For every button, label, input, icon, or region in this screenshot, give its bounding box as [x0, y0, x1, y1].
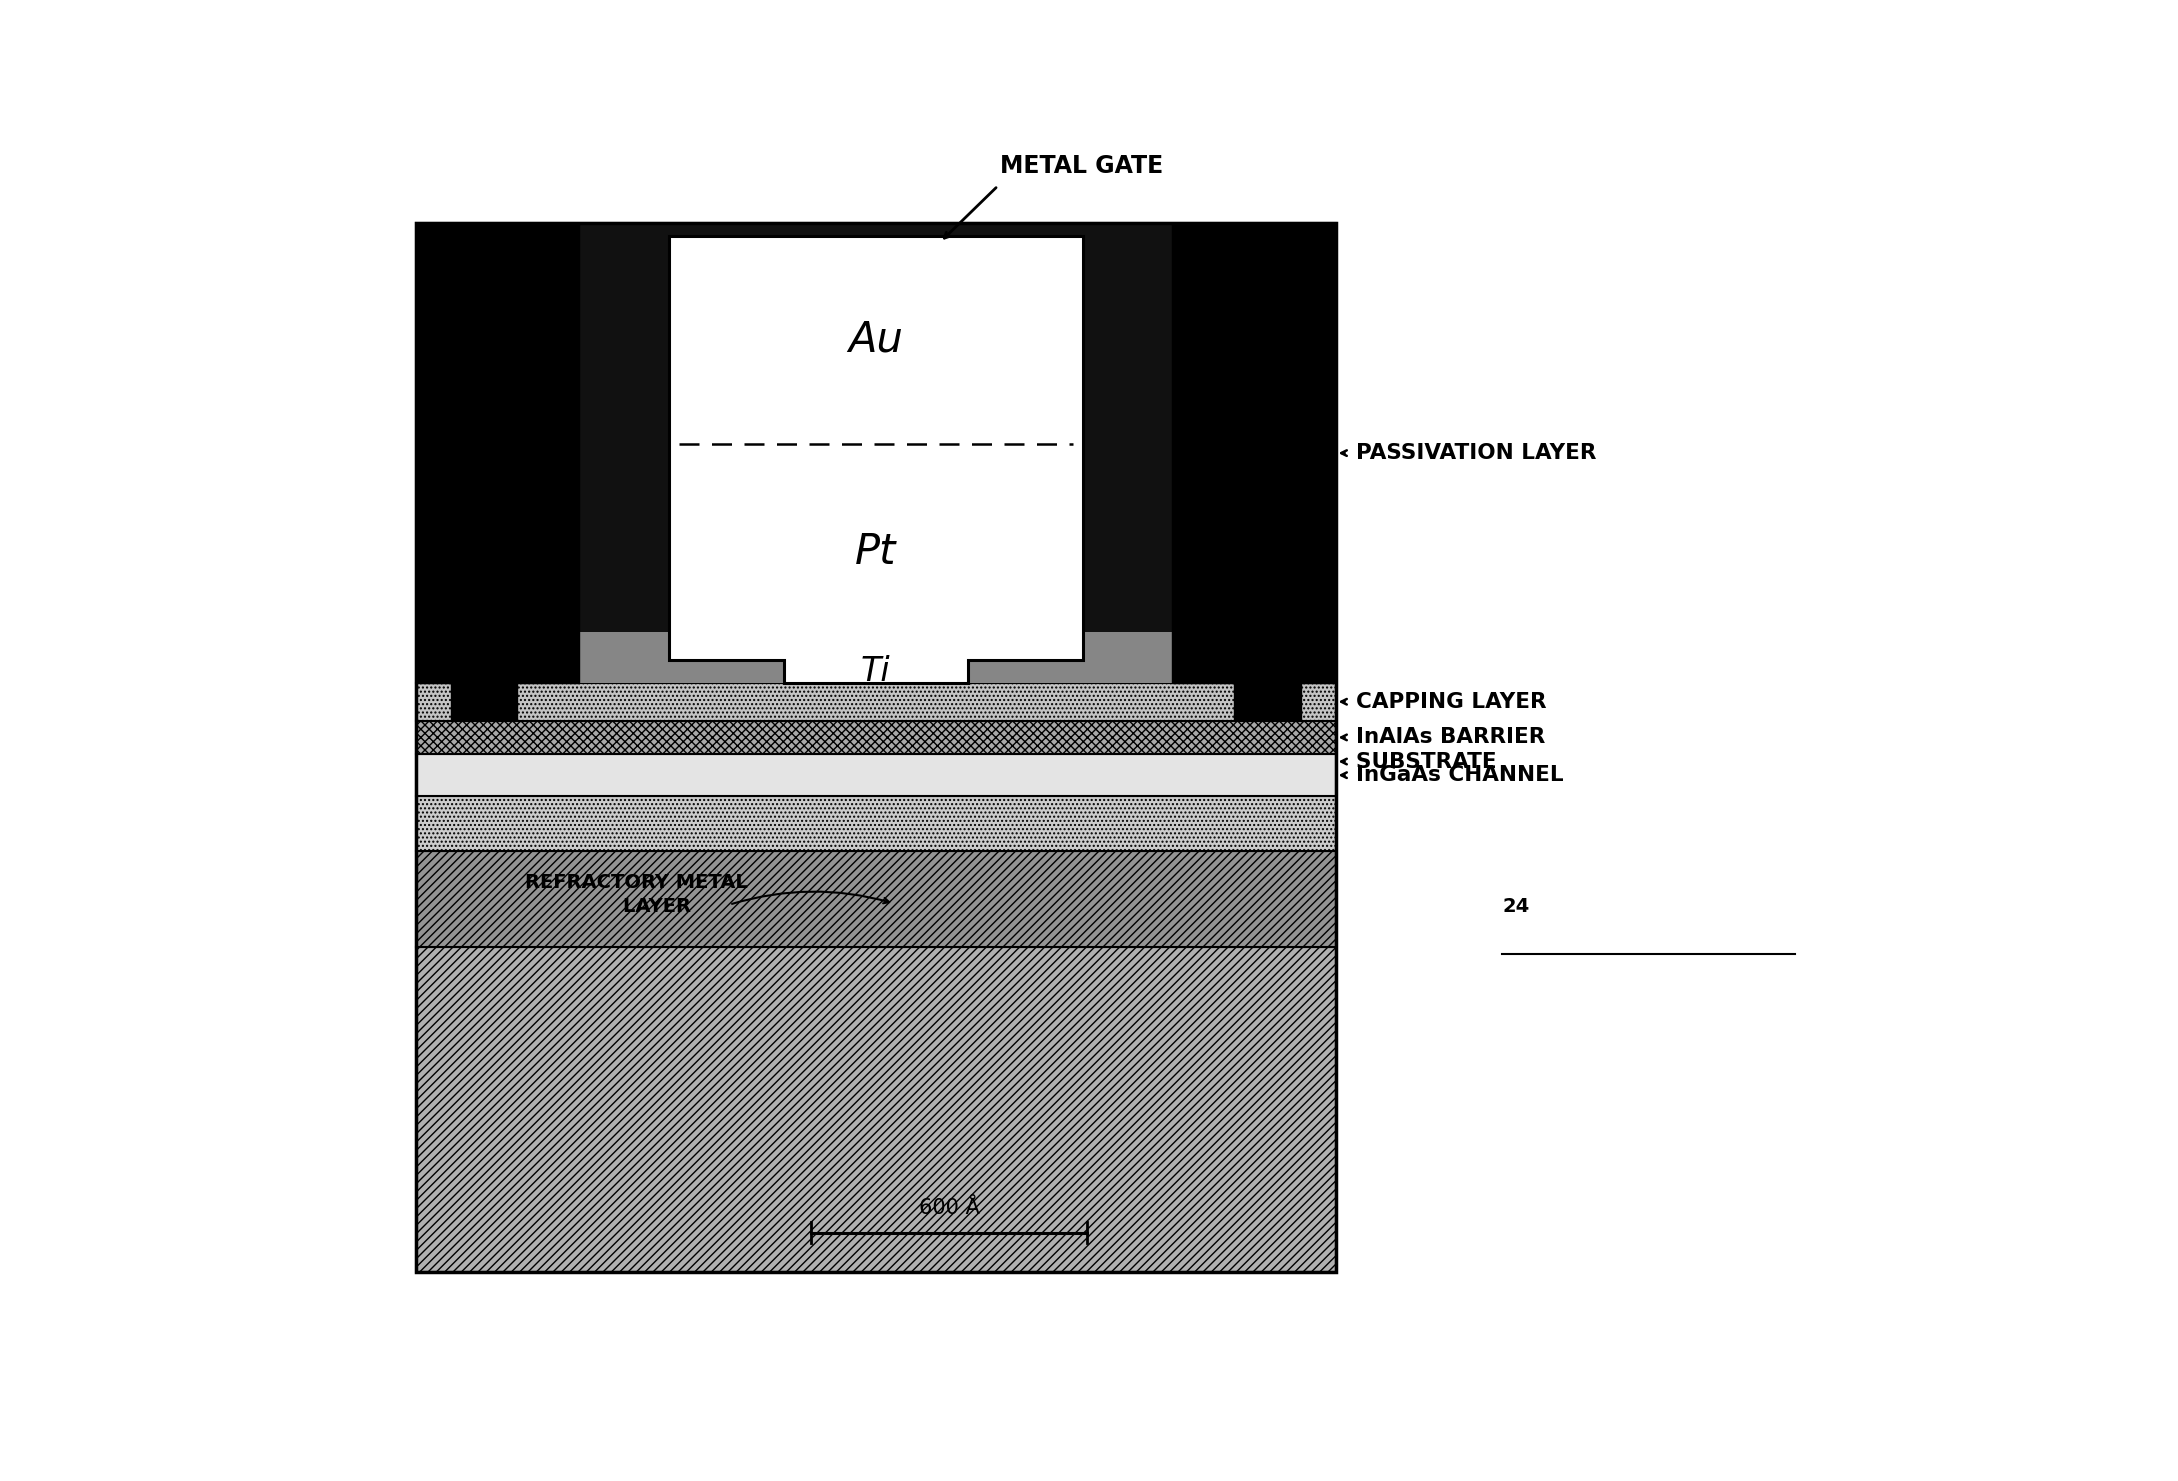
Text: 600 Å: 600 Å	[919, 1198, 980, 1217]
Text: LAYER: LAYER	[623, 897, 697, 915]
Polygon shape	[669, 235, 1082, 683]
Text: PASSIVATION LAYER: PASSIVATION LAYER	[1357, 443, 1603, 464]
Text: Ti: Ti	[860, 655, 891, 687]
Bar	[416, 721, 1335, 754]
Text: REFRACTORY METAL: REFRACTORY METAL	[525, 872, 747, 892]
Polygon shape	[416, 224, 579, 720]
Bar	[416, 224, 1335, 683]
Text: 24: 24	[1503, 897, 1529, 915]
Bar	[416, 850, 1335, 948]
Bar	[416, 948, 1335, 1272]
Bar	[416, 224, 1335, 1272]
Bar	[416, 754, 1335, 797]
Bar	[416, 683, 1335, 721]
Text: CAPPING LAYER: CAPPING LAYER	[1357, 692, 1553, 712]
Polygon shape	[1172, 224, 1335, 720]
Text: SUBSTRATE: SUBSTRATE	[1357, 751, 1505, 772]
Text: InAlAs BARRIER: InAlAs BARRIER	[1357, 727, 1553, 748]
Text: InGaAs CHANNEL: InGaAs CHANNEL	[1357, 766, 1570, 785]
Text: Au: Au	[847, 318, 904, 361]
Text: METAL GATE: METAL GATE	[1000, 154, 1172, 178]
Bar	[416, 632, 1335, 683]
Bar	[416, 797, 1335, 850]
Text: Pt: Pt	[856, 530, 897, 573]
